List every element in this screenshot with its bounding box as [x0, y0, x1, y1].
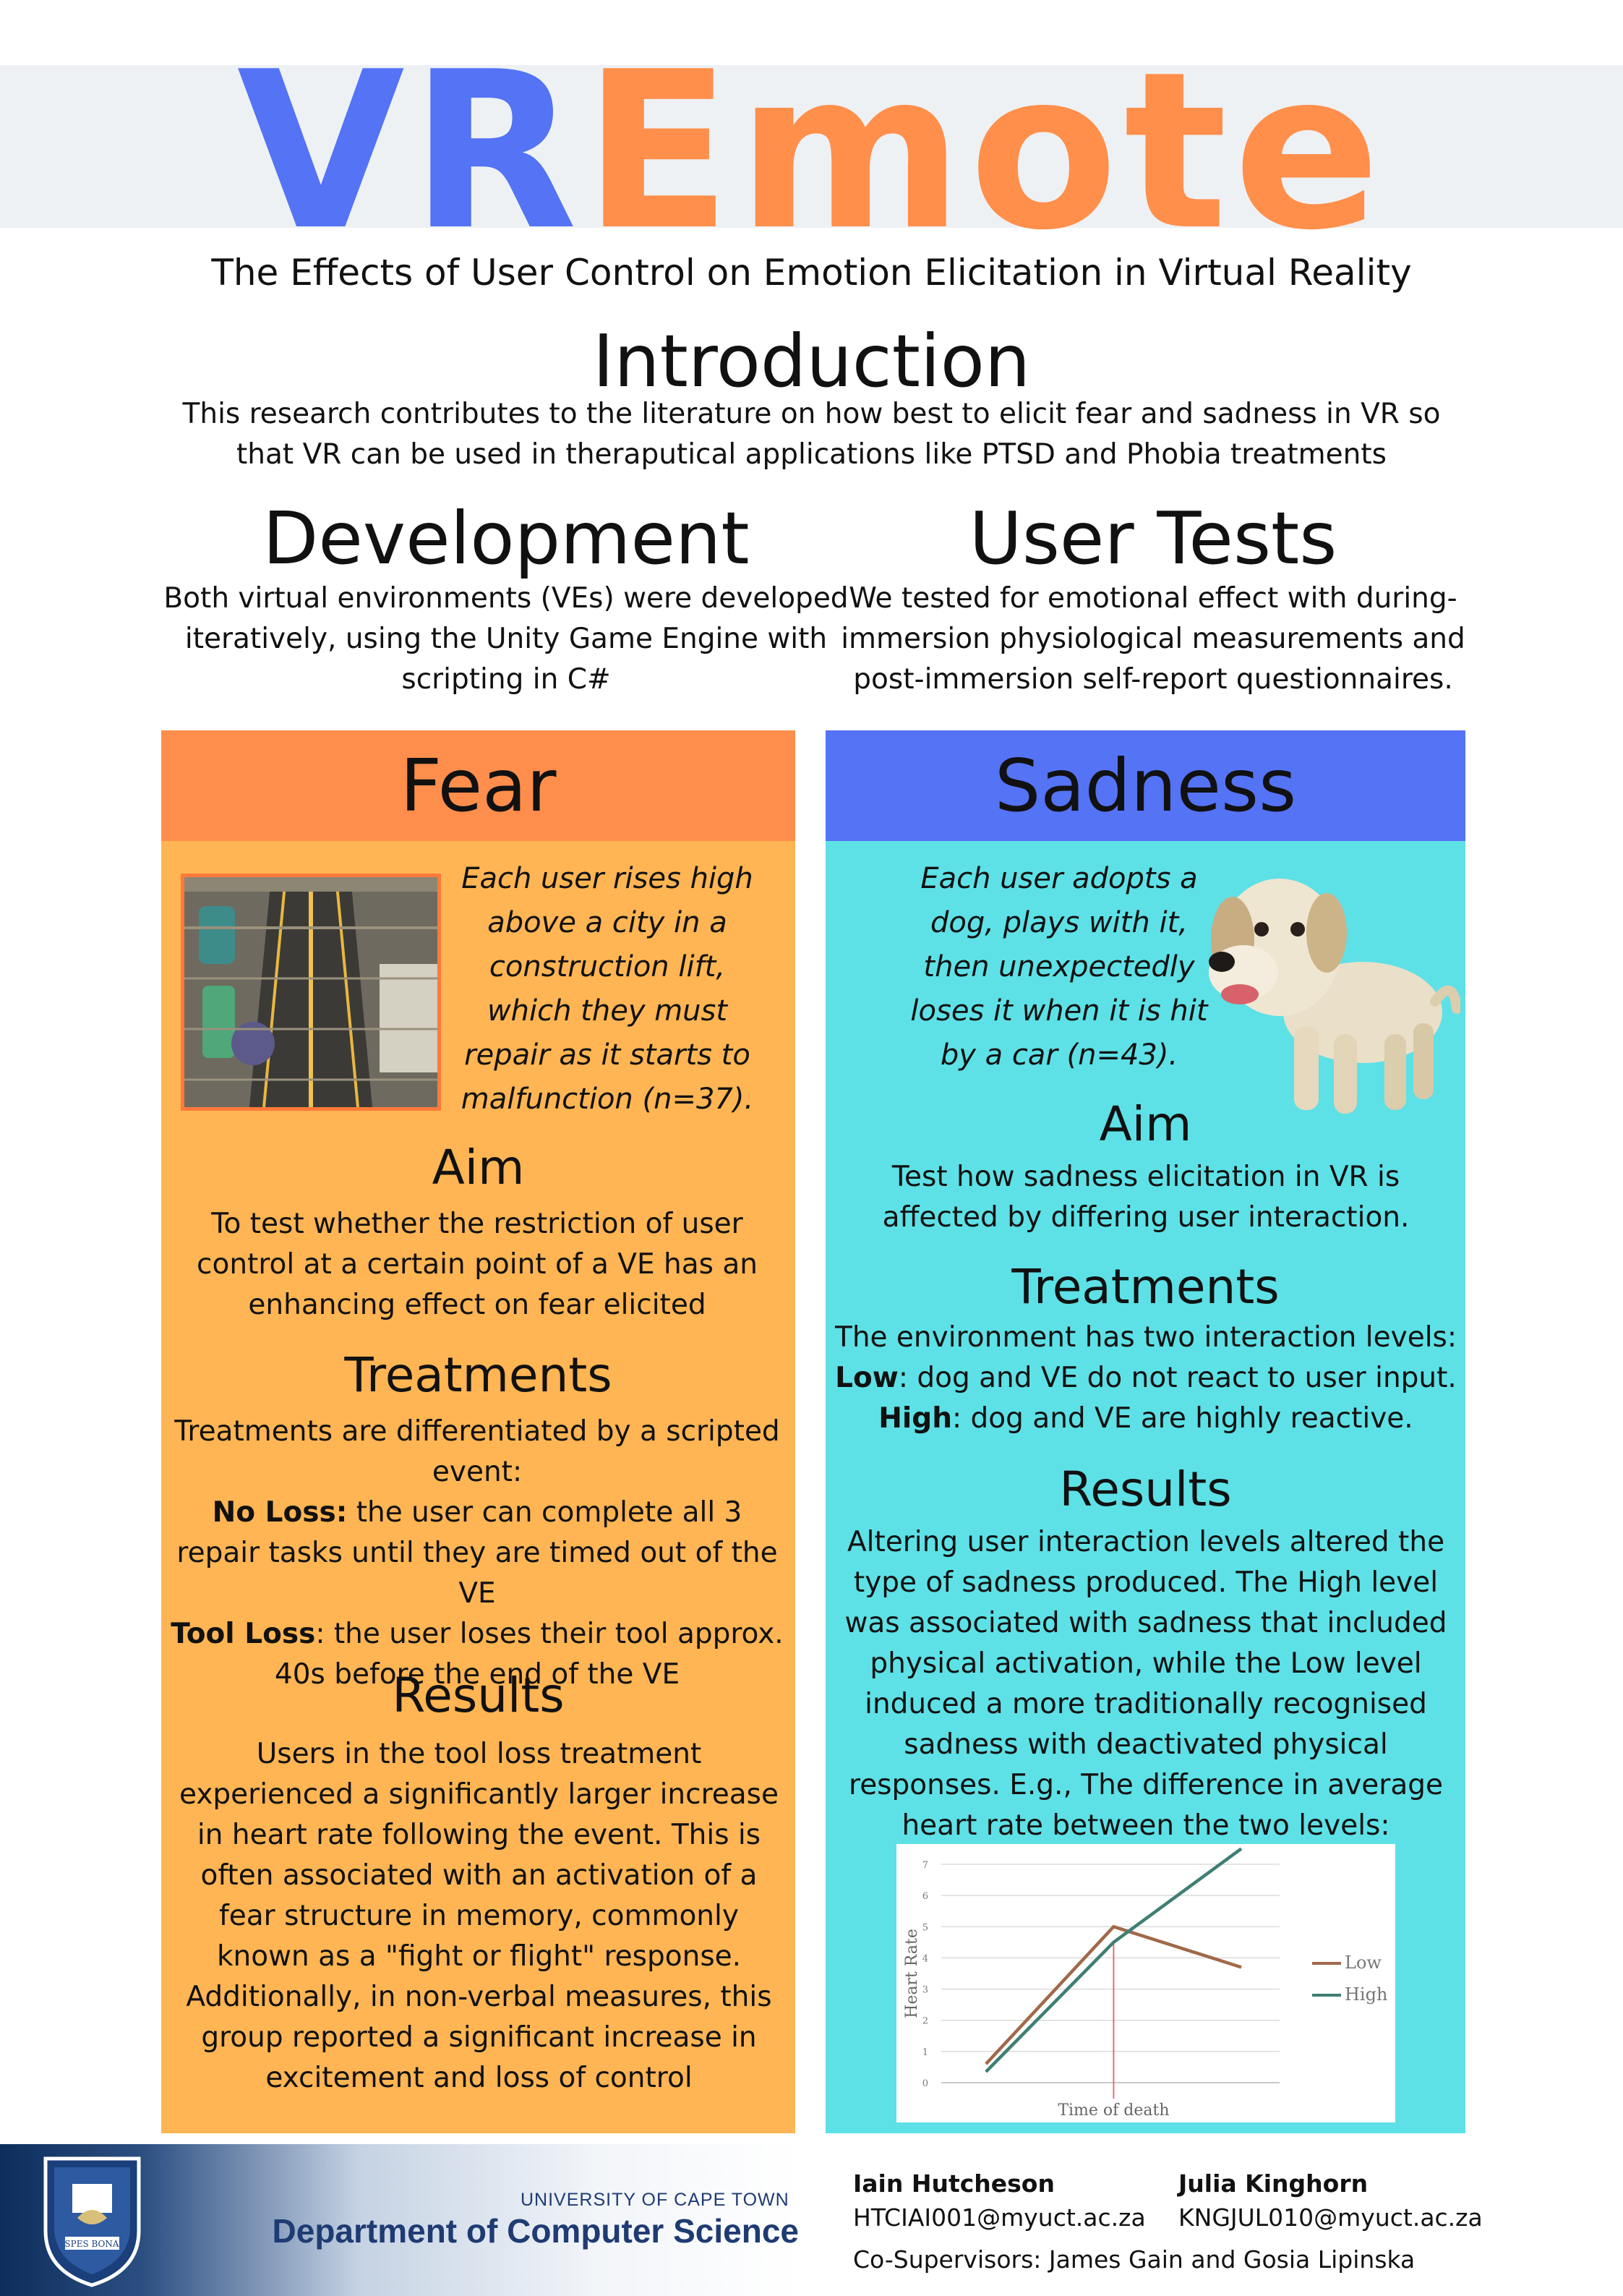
development-text: Both virtual environments (VEs) were dev… [163, 582, 849, 696]
uct-crest-logo: SPES BONA [40, 2151, 145, 2289]
chart-y-tick-label: 4 [922, 1953, 928, 1964]
low-text: : dog and VE do not react to user input. [898, 1362, 1457, 1394]
fear-no-loss-item: No Loss: the user can complete all 3 rep… [170, 1493, 784, 1614]
chart-x-axis-label: Time of death [1058, 2101, 1169, 2120]
title-part-vr: VR [236, 25, 583, 278]
chart-background [896, 1844, 1395, 2122]
heart-rate-chart-svg: 0 1 2 3 4 5 6 7 Low High Time of death Heart Rate [896, 1844, 1395, 2122]
chart-y-tick-label: 5 [922, 1922, 928, 1933]
no-loss-text: the user can complete all 3 repair tasks… [176, 1496, 778, 1610]
sadness-treatments-text: The environment has two interaction leve… [831, 1318, 1460, 1439]
puppy-image [1200, 846, 1462, 1128]
sadness-high-item: High: dog and VE are highly reactive. [831, 1399, 1460, 1439]
author1-name: Iain Hutcheson [853, 2169, 1055, 2198]
chart-y-tick-label: 6 [922, 1891, 928, 1902]
sadness-aim-heading: Aim [1099, 1096, 1192, 1152]
user-tests-heading: User Tests [969, 496, 1337, 581]
fear-tool-loss-item: Tool Loss: the user loses their tool app… [170, 1614, 784, 1695]
fear-aim-heading: Aim [432, 1140, 525, 1195]
chart-legend-label-high: High [1345, 1984, 1387, 2005]
co-supervisors: Co-Supervisors: James Gain and Gosia Lip… [853, 2245, 1416, 2274]
construction-lift-illustration [184, 877, 437, 1107]
sadness-treatments-heading: Treatments [1011, 1259, 1280, 1315]
university-name: UNIVERSITY OF CAPE TOWN [521, 2190, 789, 2210]
chart-y-tick-label: 3 [922, 1985, 928, 1996]
poster-title: VREmote [0, 29, 1623, 275]
puppy-illustration [1209, 879, 1462, 1114]
title-band [0, 65, 1623, 228]
heart-rate-chart: 0 1 2 3 4 5 6 7 Low High Time of death Heart Rate [896, 1844, 1395, 2122]
sadness-results-heading: Results [1059, 1461, 1232, 1517]
tool-loss-label: Tool Loss [171, 1618, 316, 1650]
sadness-aim-text: Test how sadness elicitation in VR is af… [882, 1161, 1410, 1234]
chart-y-tick-label: 0 [922, 2078, 928, 2089]
tool-loss-text: : the user loses their tool approx. 40s … [274, 1618, 784, 1691]
sadness-heading: Sadness [826, 730, 1465, 841]
sadness-low-item: Low: dog and VE do not react to user inp… [831, 1358, 1460, 1399]
introduction-text: This research contributes to the literat… [182, 398, 1441, 471]
fear-treatments-heading: Treatments [344, 1347, 612, 1403]
fear-heading: Fear [161, 730, 795, 841]
high-text: : dog and VE are highly reactive. [951, 1402, 1413, 1435]
sadness-results-text: Altering user interaction levels altered… [844, 1526, 1447, 1842]
department-name: Department of Computer Science [272, 2212, 799, 2250]
no-loss-label: No Loss: [212, 1496, 348, 1529]
crest-motto: SPES BONA [64, 2239, 119, 2249]
high-label: High [878, 1402, 952, 1435]
poster-subtitle: The Effects of User Control on Emotion E… [211, 252, 1412, 294]
chart-y-tick-label: 7 [922, 1860, 928, 1871]
development-heading: Development [262, 496, 750, 581]
crest-shield-icon: SPES BONA [43, 2156, 141, 2287]
chart-series-line-low [985, 1925, 1242, 2065]
author1-email[interactable]: HTCIAI001@myuct.ac.za [853, 2203, 1146, 2232]
author2-email[interactable]: KNGJUL010@myuct.ac.za [1178, 2203, 1483, 2232]
low-label: Low [835, 1362, 899, 1394]
construction-lift-image [181, 874, 441, 1111]
fear-treatments-text: Treatments are differentiated by a scrip… [170, 1412, 784, 1695]
sadness-description: Each user adopts a dog, plays with it, t… [910, 862, 1208, 1072]
chart-y-axis-label: Heart Rate [903, 1929, 921, 2018]
introduction-heading: Introduction [592, 319, 1031, 404]
chart-legend-label-low: Low [1345, 1953, 1382, 1973]
title-part-emote: Emote [583, 25, 1387, 278]
fear-results-heading: Results [392, 1668, 565, 1723]
fear-treatments-intro: Treatments are differentiated by a scrip… [174, 1415, 780, 1488]
author2-name: Julia Kinghorn [1178, 2169, 1369, 2198]
user-tests-text: We tested for emotional effect with duri… [841, 582, 1465, 696]
chart-y-tick-label: 1 [922, 2047, 928, 2058]
sadness-treatments-intro: The environment has two interaction leve… [835, 1321, 1457, 1354]
fear-results-text: Users in the tool loss treatment experie… [179, 1738, 779, 2094]
fear-aim-text: To test whether the restriction of user … [197, 1208, 758, 1321]
fear-description: Each user rises high above a city in a c… [461, 862, 754, 1116]
chart-y-tick-label: 2 [922, 2016, 928, 2027]
chart-series-line-high [985, 1847, 1243, 2073]
